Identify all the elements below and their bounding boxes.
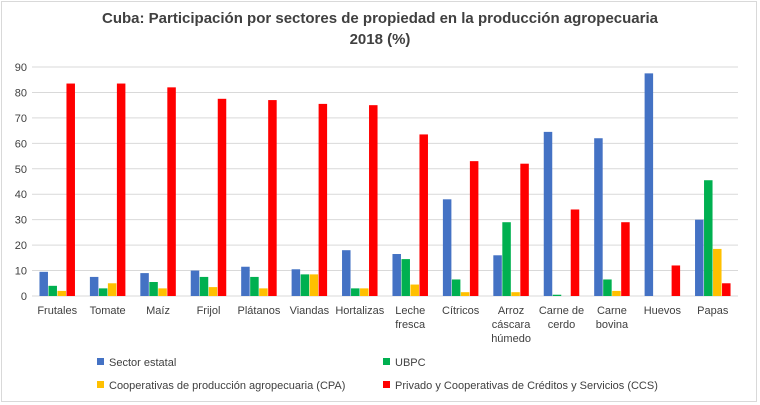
bar: [671, 265, 681, 296]
legend-label: Cooperativas de producción agropecuaria …: [109, 380, 345, 392]
bar: [502, 222, 511, 296]
x-tick-label: Cítricos: [442, 305, 480, 317]
x-tick-label: Carne bovina: [596, 305, 629, 331]
x-tick-label: Huevos: [644, 305, 682, 317]
bar: [66, 83, 75, 297]
bar: [167, 87, 176, 296]
y-tick-label: 30: [15, 215, 27, 227]
bar: [208, 287, 218, 296]
x-tick-label: Hortalizas: [335, 305, 384, 317]
bar: [722, 283, 731, 296]
chart-subtitle: 2018 (%): [349, 31, 411, 48]
x-tick-label: Frutales: [37, 305, 77, 317]
bar: [259, 288, 268, 296]
bar: [419, 134, 428, 296]
bar: [149, 282, 158, 296]
bar: [644, 73, 654, 296]
bar: [140, 273, 149, 296]
y-tick-label: 10: [15, 266, 27, 278]
legend-label: UBPC: [395, 357, 426, 369]
bar: [39, 271, 48, 296]
gridlines: [32, 66, 738, 297]
bar: [695, 219, 704, 296]
bar: [469, 161, 479, 296]
bar: [392, 254, 401, 296]
y-tick-label: 90: [15, 62, 27, 74]
bar: [621, 222, 630, 296]
bar: [570, 209, 580, 296]
bar: [369, 105, 378, 297]
bar: [612, 290, 621, 296]
legend-swatch: [383, 381, 390, 388]
bar: [342, 250, 351, 296]
x-tick-label: Frijol: [197, 305, 221, 317]
bar: [89, 276, 99, 296]
bar: [594, 138, 603, 296]
x-tick-label: Maíz: [146, 305, 170, 317]
x-tick-label: Tomate: [90, 305, 126, 317]
bar: [460, 292, 470, 296]
bar: [451, 279, 461, 296]
bar: [57, 290, 66, 296]
bar: [241, 266, 250, 296]
bar: [603, 279, 612, 296]
x-tick-label: Papas: [697, 305, 729, 317]
bar: [250, 276, 259, 296]
bar: [360, 288, 369, 296]
bar: [704, 180, 713, 296]
bar: [410, 284, 419, 296]
x-tick-label: Arroz cáscara húmedo: [491, 305, 531, 345]
y-axis-ticks: 0 10 20 30 40 50 60 70 80 90: [15, 62, 27, 303]
y-tick-label: 40: [15, 189, 27, 201]
bar: [543, 131, 553, 296]
legend-swatch: [383, 358, 390, 365]
bar: [291, 269, 301, 296]
bar: [511, 292, 520, 296]
bar: [713, 248, 722, 296]
y-tick-label: 80: [15, 87, 27, 99]
y-tick-label: 0: [21, 291, 27, 303]
bar: [520, 163, 529, 296]
bar: [199, 276, 209, 296]
legend-swatch: [97, 358, 104, 365]
y-tick-label: 70: [15, 113, 27, 125]
bar: [552, 294, 562, 296]
y-tick-label: 60: [15, 138, 27, 150]
x-tick-label: Leche fresca: [395, 305, 426, 331]
legend-swatch: [97, 381, 104, 388]
x-tick-label: Viandas: [290, 305, 330, 317]
bar: [318, 103, 328, 297]
bar: [190, 270, 200, 296]
bar: [158, 288, 167, 296]
legend: Sector estatal UBPC Cooperativas de produc…: [97, 357, 658, 392]
y-tick-label: 50: [15, 164, 27, 176]
bar: [48, 285, 57, 296]
bar: [300, 274, 310, 296]
legend-label: Privado y Cooperativas de Créditos y Ser…: [395, 380, 658, 392]
bar: [401, 259, 410, 296]
chart-title: Cuba: Participación por sectores de prop…: [0, 8, 760, 50]
bar: [107, 283, 117, 296]
chart-title-line1: Cuba: Participación por sectores de prop…: [102, 10, 658, 27]
legend-label: Sector estatal: [109, 357, 176, 369]
bar: [98, 288, 108, 296]
bar: [493, 255, 502, 296]
bar: [351, 288, 360, 296]
bar: [217, 98, 227, 296]
bar: [442, 199, 452, 296]
bar: [268, 100, 277, 296]
x-axis-labels: Frutales Tomate Maíz Frijol Plátanos Viandas H…: [37, 305, 729, 345]
x-tick-label: Carne de cerdo: [539, 305, 584, 331]
x-tick-label: Plátanos: [238, 305, 281, 317]
bar: [309, 274, 319, 296]
y-tick-label: 20: [15, 240, 27, 252]
bar: [116, 83, 126, 297]
bar-marks: [39, 73, 731, 297]
